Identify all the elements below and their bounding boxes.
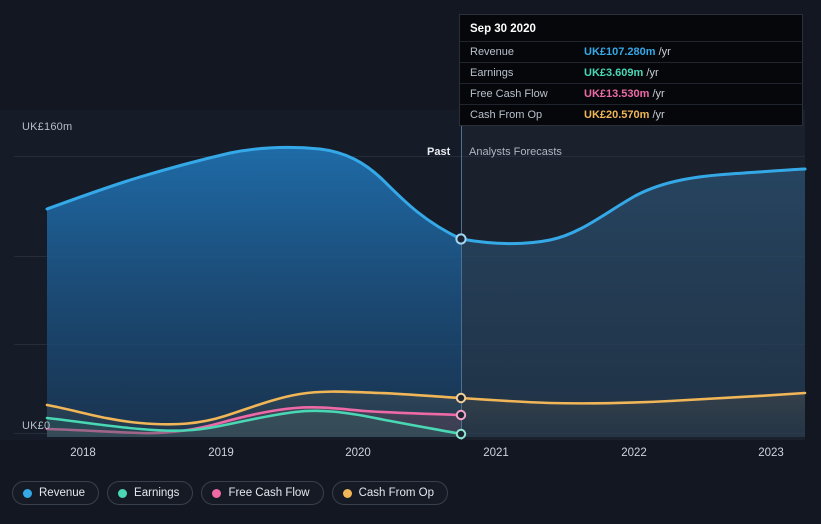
x-tick-2020: 2020	[345, 447, 371, 459]
legend-label-revenue: Revenue	[39, 487, 86, 499]
legend-item-cash-from-op[interactable]: Cash From Op	[331, 481, 449, 505]
chart-legend: Revenue Earnings Free Cash Flow Cash Fro…	[12, 481, 449, 505]
x-tick-2021: 2021	[483, 447, 509, 459]
legend-item-earnings[interactable]: Earnings	[107, 481, 194, 505]
earnings-line	[45, 409, 463, 436]
legend-label-earnings: Earnings	[134, 487, 180, 499]
x-tick-2018: 2018	[70, 447, 96, 459]
past-label: Past	[427, 146, 451, 158]
legend-item-free-cash-flow[interactable]: Free Cash Flow	[201, 481, 324, 505]
legend-dot-cash-from-op	[342, 488, 352, 498]
tooltip-row-cash-from-op: Cash From Op UK£20.570m /yr	[460, 104, 802, 125]
tooltip-label-free-cash-flow: Free Cash Flow	[460, 83, 574, 105]
tooltip-unit-cash-from-op: /yr	[652, 109, 665, 121]
tooltip-value-free-cash-flow: UK£13.530m /yr	[574, 83, 802, 105]
tooltip-label-cash-from-op: Cash From Op	[460, 104, 574, 125]
revenue-line	[45, 145, 807, 246]
y-axis-label-zero: UK£0	[22, 420, 51, 432]
series-earnings	[45, 409, 463, 437]
x-tick-2019: 2019	[208, 447, 234, 459]
tooltip-title: Sep 30 2020	[470, 23, 536, 35]
tooltip-amount-cash-from-op: UK£20.570m	[584, 109, 650, 121]
tooltip-unit-revenue: /yr	[658, 46, 671, 58]
tooltip-unit-free-cash-flow: /yr	[652, 88, 665, 100]
data-tooltip: Sep 30 2020 Revenue UK£107.280m /yr Earn…	[459, 14, 803, 126]
series-revenue	[45, 145, 807, 437]
marker-cash-from-op	[455, 392, 467, 404]
x-tick-2023: 2023	[758, 447, 784, 459]
tooltip-value-cash-from-op: UK£20.570m /yr	[574, 104, 802, 125]
legend-dot-free-cash-flow	[212, 488, 222, 498]
tooltip-amount-earnings: UK£3.609m	[584, 67, 644, 79]
marker-revenue	[455, 233, 467, 245]
legend-item-revenue[interactable]: Revenue	[12, 481, 100, 505]
forecast-label: Analysts Forecasts	[469, 146, 562, 158]
tooltip-value-revenue: UK£107.280m /yr	[574, 41, 802, 63]
legend-dot-revenue	[23, 488, 32, 498]
x-tick-2022: 2022	[621, 447, 647, 459]
revenue-area-forecast	[461, 169, 805, 437]
y-axis-label-top: UK£160m	[22, 121, 73, 133]
legend-label-cash-from-op: Cash From Op	[358, 487, 435, 499]
tooltip-unit-earnings: /yr	[646, 67, 659, 79]
tooltip-row-free-cash-flow: Free Cash Flow UK£13.530m /yr	[460, 83, 802, 105]
marker-free-cash-flow	[455, 409, 467, 421]
tooltip-row-earnings: Earnings UK£3.609m /yr	[460, 62, 802, 84]
tooltip-label-earnings: Earnings	[460, 62, 574, 84]
tooltip-amount-free-cash-flow: UK£13.530m	[584, 88, 650, 100]
tooltip-label-revenue: Revenue	[460, 41, 574, 63]
marker-earnings	[455, 428, 467, 440]
revenue-area-past	[47, 147, 461, 437]
legend-dot-earnings	[118, 488, 128, 498]
tooltip-row-revenue: Revenue UK£107.280m /yr	[460, 41, 802, 63]
tooltip-table: Revenue UK£107.280m /yr Earnings UK£3.60…	[460, 41, 802, 125]
fcf-line	[45, 406, 463, 435]
tooltip-amount-revenue: UK£107.280m	[584, 46, 656, 58]
legend-label-free-cash-flow: Free Cash Flow	[228, 487, 310, 499]
cfo-line	[45, 390, 807, 426]
tooltip-value-earnings: UK£3.609m /yr	[574, 62, 802, 84]
